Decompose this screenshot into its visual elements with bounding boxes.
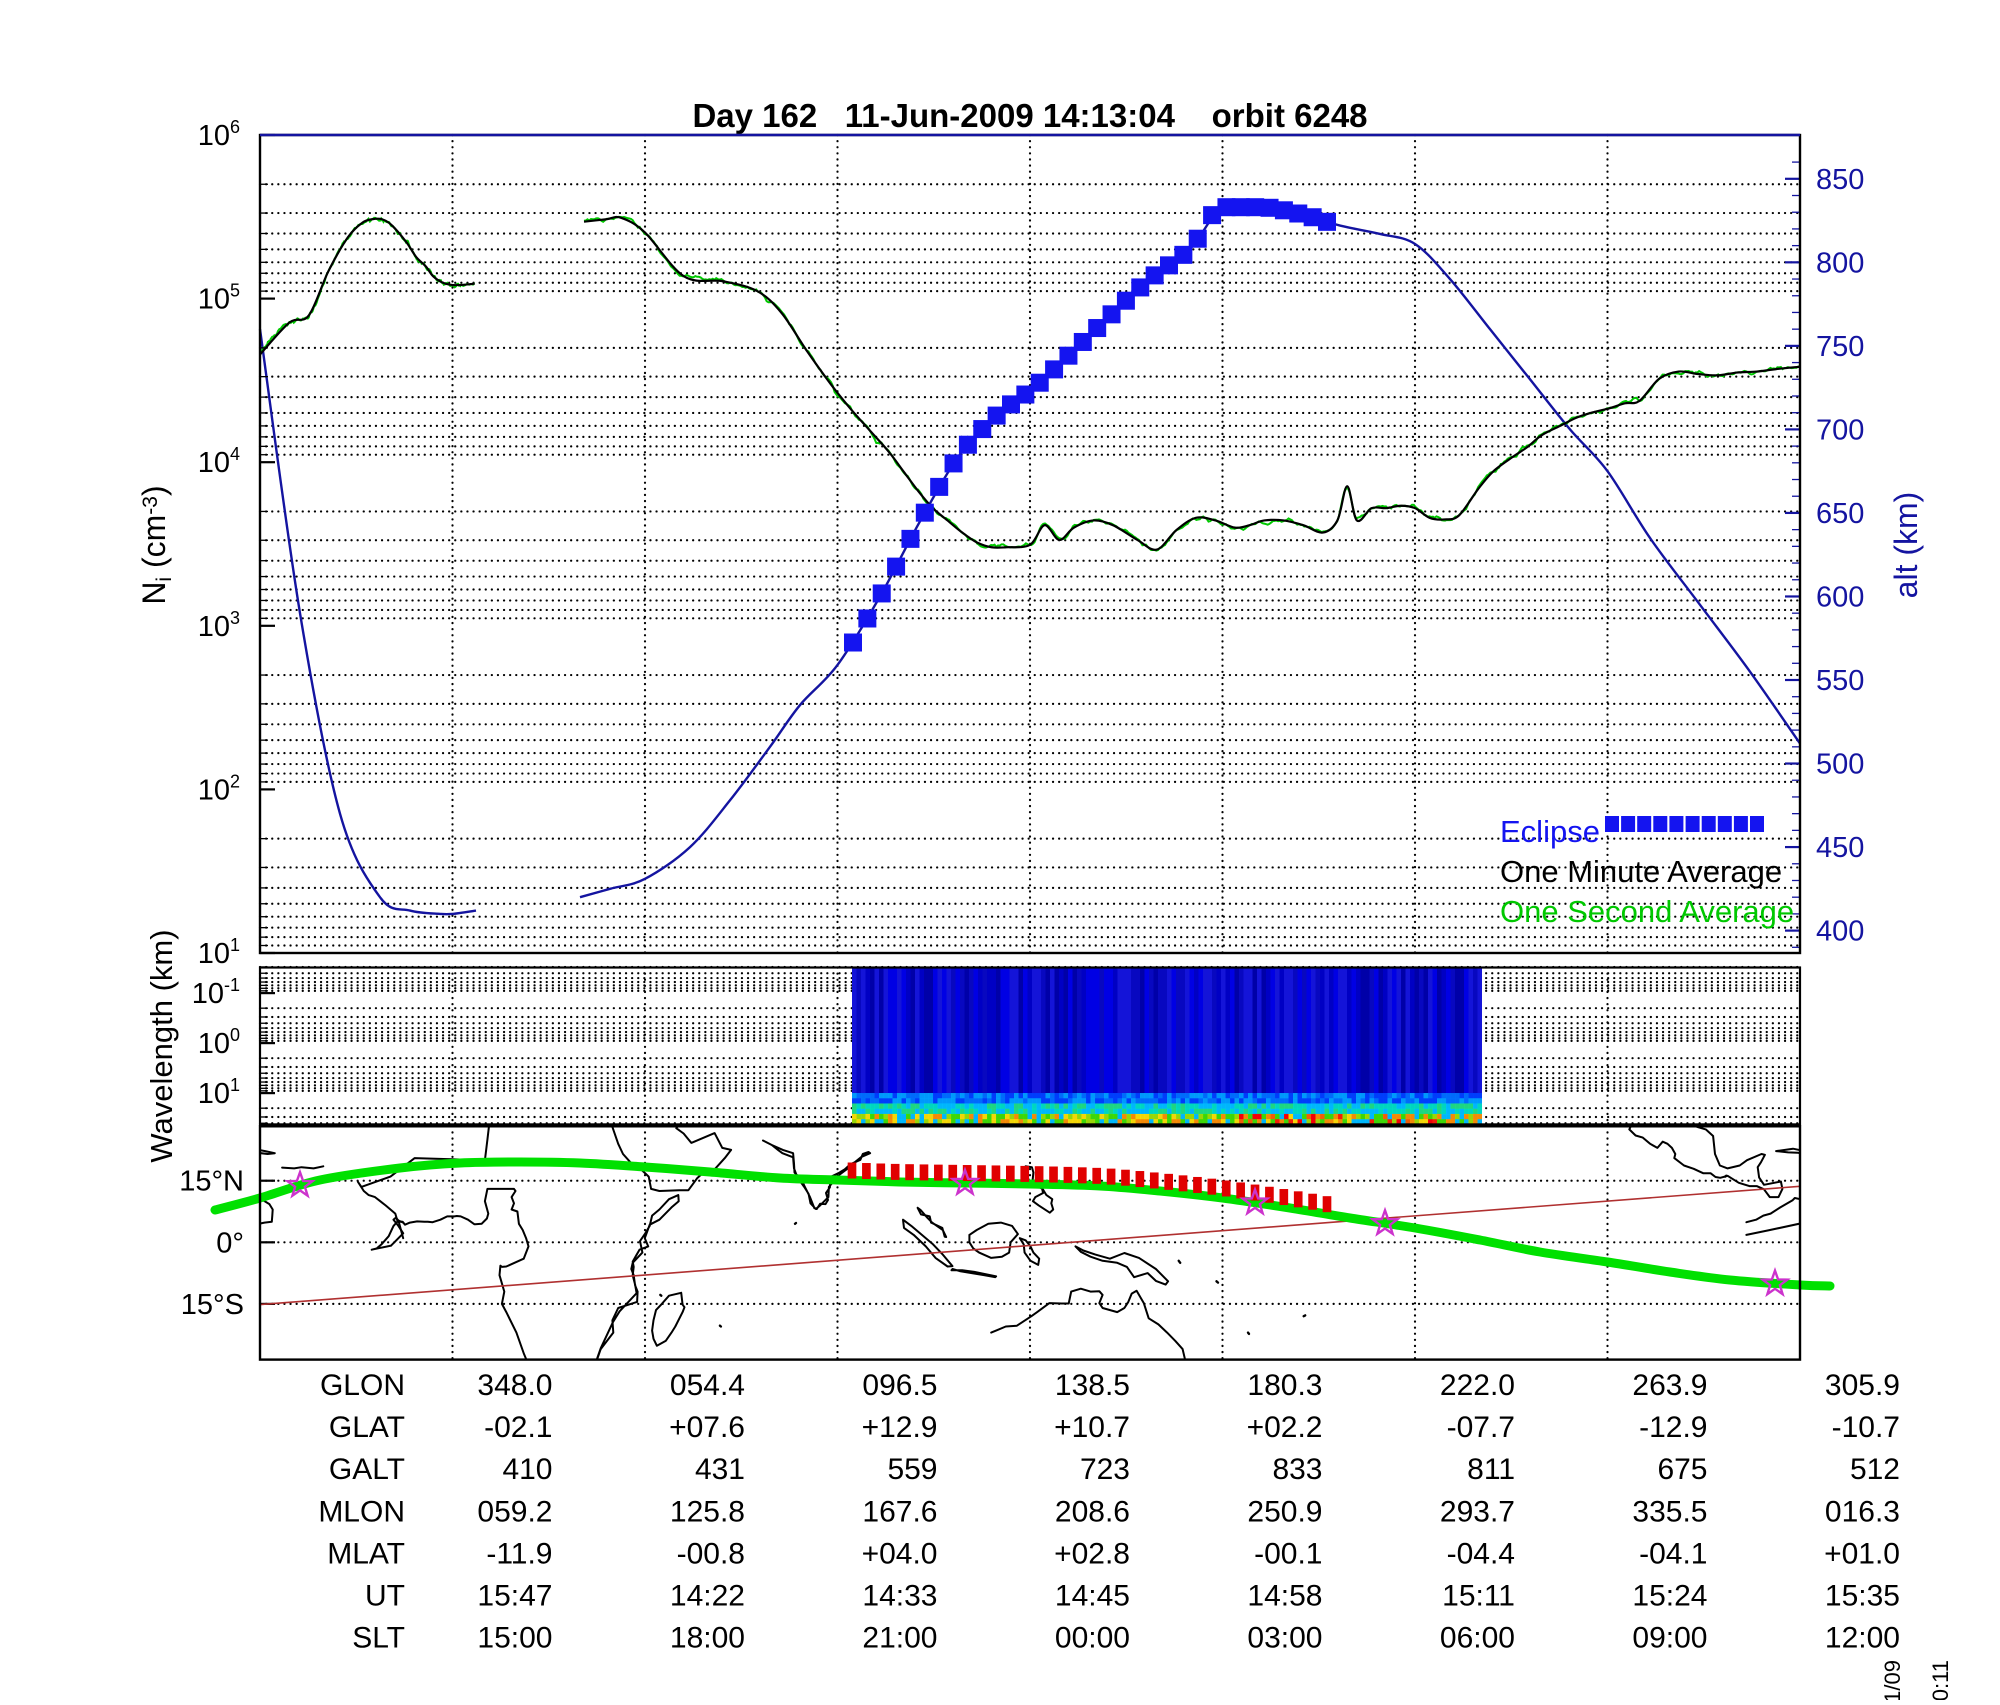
svg-text:14:58: 14:58 bbox=[1247, 1580, 1322, 1613]
svg-text:833: 833 bbox=[1272, 1453, 1322, 1486]
svg-text:GALT: GALT bbox=[329, 1453, 405, 1486]
svg-text:0°: 0° bbox=[216, 1227, 244, 1259]
svg-text:559: 559 bbox=[887, 1453, 937, 1486]
svg-text:125.8: 125.8 bbox=[670, 1495, 745, 1528]
svg-text:400: 400 bbox=[1816, 916, 1864, 948]
svg-text:305.9: 305.9 bbox=[1825, 1369, 1900, 1402]
svg-text:-12.9: -12.9 bbox=[1639, 1411, 1707, 1444]
svg-text:15:47: 15:47 bbox=[477, 1580, 552, 1613]
svg-text:Eclipse: Eclipse bbox=[1500, 814, 1600, 849]
svg-text:15:35: 15:35 bbox=[1825, 1580, 1900, 1613]
svg-text:15:00: 15:00 bbox=[477, 1622, 552, 1655]
svg-text:12:00: 12:00 bbox=[1825, 1622, 1900, 1655]
svg-text:800: 800 bbox=[1816, 247, 1864, 279]
svg-text:410: 410 bbox=[502, 1453, 552, 1486]
svg-text:09:00: 09:00 bbox=[1632, 1622, 1707, 1655]
svg-text:14:33: 14:33 bbox=[862, 1580, 937, 1613]
svg-text:MLON: MLON bbox=[318, 1495, 405, 1528]
svg-text:Produced 26-Oct-2009 17:50:11: Produced 26-Oct-2009 17:50:11 bbox=[1928, 1660, 1953, 1700]
svg-text:06:00: 06:00 bbox=[1440, 1622, 1515, 1655]
svg-text:One Second Average: One Second Average bbox=[1500, 894, 1794, 929]
svg-text:GLAT: GLAT bbox=[329, 1411, 405, 1444]
svg-text:650: 650 bbox=[1816, 498, 1864, 530]
svg-text:15°N: 15°N bbox=[179, 1166, 244, 1198]
svg-text:675: 675 bbox=[1657, 1453, 1707, 1486]
svg-text:208.6: 208.6 bbox=[1055, 1495, 1130, 1528]
svg-text:-02.1: -02.1 bbox=[484, 1411, 552, 1444]
svg-text:21:00: 21:00 bbox=[862, 1622, 937, 1655]
svg-text:723: 723 bbox=[1080, 1453, 1130, 1486]
svg-text:UT: UT bbox=[365, 1580, 405, 1613]
svg-text:15°S: 15°S bbox=[181, 1289, 244, 1321]
svg-text:MLAT: MLAT bbox=[327, 1537, 405, 1570]
svg-text:850: 850 bbox=[1816, 164, 1864, 196]
svg-text:450: 450 bbox=[1816, 832, 1864, 864]
svg-text:500: 500 bbox=[1816, 749, 1864, 781]
svg-text:263.9: 263.9 bbox=[1632, 1369, 1707, 1402]
svg-text:03:00: 03:00 bbox=[1247, 1622, 1322, 1655]
svg-text:600: 600 bbox=[1816, 581, 1864, 613]
svg-text:SLT: SLT bbox=[352, 1622, 405, 1655]
svg-text:335.5: 335.5 bbox=[1632, 1495, 1707, 1528]
svg-text:293.7: 293.7 bbox=[1440, 1495, 1515, 1528]
svg-text:Day 162 11-Jun-2009 14:13:04: Day 162 11-Jun-2009 14:13:04 orbit 6248 bbox=[692, 97, 1367, 134]
svg-text:18:00: 18:00 bbox=[670, 1622, 745, 1655]
svg-text:14:45: 14:45 bbox=[1055, 1580, 1130, 1613]
svg-text:15:24: 15:24 bbox=[1632, 1580, 1707, 1613]
svg-text:167.6: 167.6 bbox=[862, 1495, 937, 1528]
svg-text:+07.6: +07.6 bbox=[669, 1411, 745, 1444]
svg-text:222.0: 222.0 bbox=[1440, 1369, 1515, 1402]
svg-text:GLON: GLON bbox=[320, 1369, 405, 1402]
svg-text:-11.9: -11.9 bbox=[486, 1537, 552, 1570]
svg-text:180.3: 180.3 bbox=[1247, 1369, 1322, 1402]
svg-text:138.5: 138.5 bbox=[1055, 1369, 1130, 1402]
svg-text:Wavelength (km): Wavelength (km) bbox=[144, 929, 179, 1162]
svg-text:-04.4: -04.4 bbox=[1447, 1537, 1515, 1570]
svg-text:+12.9: +12.9 bbox=[862, 1411, 938, 1444]
svg-text:-07.7: -07.7 bbox=[1447, 1411, 1515, 1444]
svg-text:00:00: 00:00 bbox=[1055, 1622, 1130, 1655]
svg-text:-04.1: -04.1 bbox=[1639, 1537, 1707, 1570]
svg-text:14:22: 14:22 bbox=[670, 1580, 745, 1613]
svg-text:-00.1: -00.1 bbox=[1254, 1537, 1322, 1570]
svg-text:750: 750 bbox=[1816, 331, 1864, 363]
svg-text:15:11: 15:11 bbox=[1442, 1580, 1515, 1613]
svg-text:054.4: 054.4 bbox=[670, 1369, 745, 1402]
svg-text:+01.0: +01.0 bbox=[1824, 1537, 1900, 1570]
svg-text:-00.8: -00.8 bbox=[677, 1537, 745, 1570]
svg-text:-10.7: -10.7 bbox=[1832, 1411, 1900, 1444]
svg-text:348.0: 348.0 bbox=[477, 1369, 552, 1402]
svg-text:+04.0: +04.0 bbox=[862, 1537, 938, 1570]
svg-text:alt (km): alt (km) bbox=[1888, 492, 1924, 599]
svg-text:+02.8: +02.8 bbox=[1054, 1537, 1130, 1570]
svg-text:250.9: 250.9 bbox=[1247, 1495, 1322, 1528]
svg-text:059.2: 059.2 bbox=[477, 1495, 552, 1528]
svg-text:811: 811 bbox=[1467, 1453, 1515, 1486]
svg-text:016.3: 016.3 bbox=[1825, 1495, 1900, 1528]
svg-text:+10.7: +10.7 bbox=[1054, 1411, 1130, 1444]
svg-text:700: 700 bbox=[1816, 414, 1864, 446]
svg-text:431: 431 bbox=[695, 1453, 745, 1486]
svg-text:096.5: 096.5 bbox=[862, 1369, 937, 1402]
svg-text:Preliminary corrected calibrat: Preliminary corrected calibration, 2/11/… bbox=[1880, 1660, 1905, 1700]
svg-text:512: 512 bbox=[1850, 1453, 1900, 1486]
svg-text:One Minute Average: One Minute Average bbox=[1500, 854, 1782, 889]
svg-text:550: 550 bbox=[1816, 665, 1864, 697]
svg-text:+02.2: +02.2 bbox=[1247, 1411, 1323, 1444]
